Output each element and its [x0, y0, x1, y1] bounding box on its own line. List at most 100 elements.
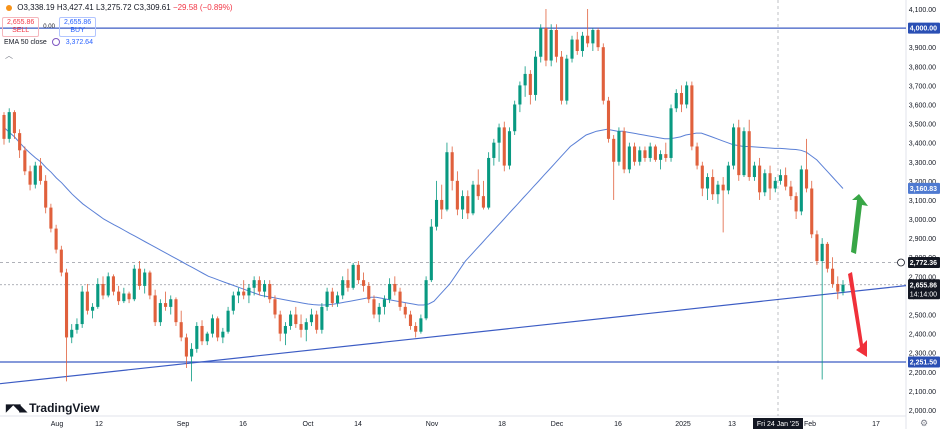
spread-value: 0.00	[43, 24, 55, 30]
candle-body	[148, 272, 152, 296]
candle-body	[742, 131, 746, 176]
candle-body	[382, 299, 386, 307]
candle-body	[85, 291, 89, 311]
candle-body	[263, 283, 267, 292]
candle-body	[252, 280, 256, 288]
candle-body	[351, 264, 355, 288]
candle-body	[231, 295, 235, 311]
chevron-up-icon[interactable]: ︿	[5, 51, 13, 60]
candle-body	[70, 329, 74, 338]
candle-body	[747, 131, 751, 178]
candle-body	[226, 310, 230, 332]
current-price-box	[908, 279, 940, 300]
y-tick-label: 2,900.00	[909, 236, 936, 243]
candle-body	[122, 293, 126, 302]
candle-body	[705, 177, 710, 189]
candle-body	[12, 112, 16, 134]
candle-body	[388, 283, 392, 300]
candle-body	[445, 152, 449, 210]
ema-value: 3,372.64	[65, 38, 93, 46]
candle-body	[455, 180, 459, 210]
candle-body	[205, 333, 209, 342]
sell-button[interactable]: 2,655.86 SELL	[2, 17, 40, 37]
candle-body	[690, 85, 694, 147]
candle-body	[799, 169, 803, 212]
candle-body	[179, 322, 183, 338]
buy-button[interactable]: 2,655.86 BUY	[58, 17, 97, 37]
buy-price: 2,655.86	[63, 19, 92, 26]
candle-body	[163, 303, 168, 307]
candle-body	[184, 337, 188, 357]
candle-body	[648, 146, 652, 158]
candle-body	[737, 127, 741, 176]
candle-body	[372, 299, 376, 315]
sell-price: 2,655.86	[7, 19, 35, 26]
candle-body	[91, 306, 95, 311]
candle-body	[28, 171, 32, 185]
candle-body	[23, 150, 27, 172]
candle-body	[221, 331, 225, 338]
candle-body	[752, 165, 756, 178]
resistance-price-label-box	[908, 22, 940, 34]
candle-body	[825, 243, 829, 269]
y-tick-label: 2,300.00	[909, 351, 936, 358]
candle-body	[419, 318, 423, 332]
candle-body	[289, 314, 293, 326]
resistance-price-label-text: 4,000.00	[910, 26, 937, 33]
candle-body	[320, 306, 324, 330]
candle-body	[153, 295, 157, 323]
candle-body	[143, 272, 147, 286]
ema-price-label-text: 3,160.83	[910, 186, 937, 193]
candle-body	[434, 199, 439, 227]
candle-body	[325, 291, 329, 307]
y-tick-label: 2,000.00	[909, 408, 936, 415]
candle-body	[117, 291, 121, 302]
candle-body	[257, 280, 261, 292]
candle-body	[732, 127, 736, 166]
candle-body	[570, 39, 574, 59]
candle-body	[481, 196, 485, 208]
candle-body	[638, 150, 642, 162]
candle-body	[789, 186, 793, 197]
candle-body	[200, 325, 204, 342]
settings-icon[interactable]	[51, 38, 60, 46]
candle-body	[210, 318, 215, 334]
candle-body	[75, 324, 79, 330]
candle-body	[669, 108, 673, 158]
y-tick-label: 3,000.00	[909, 217, 936, 224]
ohlc-legend: O3,338.19 H3,427.41 L3,275.72 C3,309.61 …	[6, 3, 233, 12]
candle-body	[236, 291, 241, 296]
candle-body	[659, 154, 663, 160]
candle-body	[575, 39, 579, 52]
x-tick-label: 12	[95, 421, 103, 428]
candle-body	[487, 157, 491, 208]
gear-icon[interactable]: ⚙	[920, 418, 929, 428]
candle-body	[518, 85, 522, 105]
ema-legend[interactable]: EMA 50 close 3,372.64	[4, 38, 93, 46]
candle-body	[674, 93, 678, 109]
candle-body	[502, 127, 506, 166]
candle-body	[804, 169, 809, 189]
ohlc-change: −29.58 (−0.89%)	[172, 3, 233, 12]
candle-body	[586, 35, 590, 44]
current-price-text: 2,655.86	[910, 282, 937, 289]
candle-body	[247, 287, 251, 296]
candle-body	[158, 303, 162, 323]
candle-body	[106, 276, 110, 296]
candle-body	[716, 184, 720, 195]
candle-body	[335, 295, 340, 304]
y-tick-label: 3,500.00	[909, 122, 936, 129]
candle-body	[408, 314, 413, 326]
candle-body	[429, 226, 433, 281]
candle-body	[377, 306, 381, 315]
candle-body	[528, 73, 532, 95]
candle-body	[700, 165, 704, 189]
candle-body	[773, 180, 777, 189]
candle-body	[622, 131, 626, 170]
y-tick-label: 2,100.00	[909, 389, 936, 396]
x-tick-label: Oct	[303, 421, 314, 428]
y-tick-label: 3,900.00	[909, 45, 936, 52]
candle-body	[533, 56, 538, 95]
